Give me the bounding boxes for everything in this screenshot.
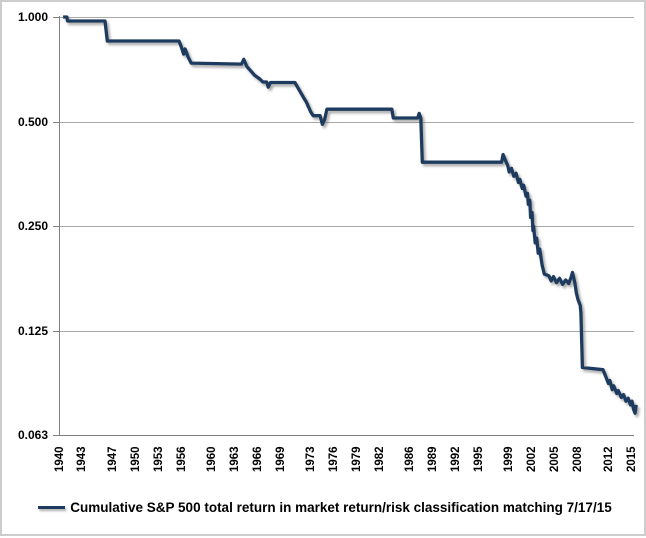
gridlines xyxy=(59,17,634,436)
y-tick-label: 0.500 xyxy=(17,115,48,129)
x-tick-label: 1963 xyxy=(228,446,241,472)
y-tick-label: 0.125 xyxy=(17,324,48,338)
x-tick-label: 1953 xyxy=(152,446,165,472)
y-tick-label: 1.000 xyxy=(17,10,48,24)
x-tick-label: 2002 xyxy=(526,446,539,472)
x-tick-label: 1943 xyxy=(76,446,89,472)
x-tick-label: 2012 xyxy=(602,446,615,472)
x-tick-label: 1982 xyxy=(373,446,386,472)
x-tick-label: 1976 xyxy=(328,446,341,472)
x-tick-label: 1992 xyxy=(450,446,463,472)
x-tick-label: 1940 xyxy=(53,446,66,472)
x-tick-label: 1966 xyxy=(251,446,264,472)
x-tick-label: 1960 xyxy=(206,446,219,472)
legend: Cumulative S&P 500 total return in marke… xyxy=(2,494,646,520)
x-tick-label: 1986 xyxy=(404,446,417,472)
legend-label: Cumulative S&P 500 total return in marke… xyxy=(70,499,612,515)
x-tick-label: 2005 xyxy=(549,446,562,472)
x-tick-label: 1979 xyxy=(350,446,363,472)
x-tick-label: 1973 xyxy=(305,446,318,472)
axes xyxy=(53,16,634,436)
x-tick-label: 1947 xyxy=(106,446,119,472)
legend-line-swatch xyxy=(38,505,66,509)
series-layer xyxy=(63,15,638,415)
x-tick-label: 2008 xyxy=(572,446,585,472)
x-tick-label: 1995 xyxy=(472,446,485,472)
y-tick-label: 0.063 xyxy=(17,428,48,442)
series-line xyxy=(63,15,638,415)
x-tick-label: 1999 xyxy=(503,446,516,472)
x-tick-label: 1956 xyxy=(175,446,188,472)
x-tick-label: 1969 xyxy=(274,446,287,472)
x-tick-label: 2015 xyxy=(625,446,638,472)
x-tick-label: 1989 xyxy=(427,446,440,472)
y-tick-label: 0.250 xyxy=(17,219,48,233)
x-tick-label: 1950 xyxy=(129,446,142,472)
